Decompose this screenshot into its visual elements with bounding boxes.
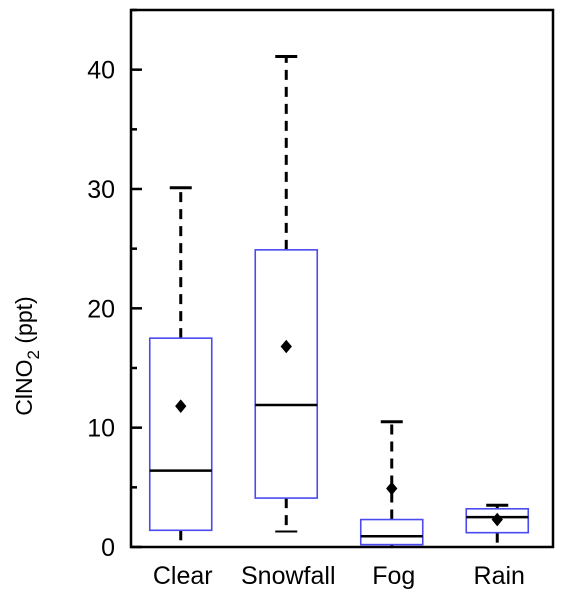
y-tick-label: 40 [87, 57, 115, 85]
y-axis: 0 10 20 30 40 [87, 8, 142, 562]
mean-marker [386, 481, 398, 496]
box-fog [359, 420, 424, 548]
x-category-label: Clear [153, 562, 213, 590]
plot-frame [129, 8, 555, 549]
box-clear [148, 186, 213, 548]
y-tick-label: 30 [87, 176, 115, 204]
box-snowfall [254, 55, 319, 533]
box-iqr [254, 249, 319, 499]
mean-marker [491, 512, 503, 527]
box-iqr [359, 518, 424, 546]
mean-marker [175, 399, 187, 413]
plot-border [129, 8, 555, 549]
y-tick-label: 20 [87, 295, 115, 323]
x-category-label: Fog [372, 562, 415, 590]
box-rain [465, 503, 530, 548]
y-axis-title: ClNO2 (ppt) [11, 296, 43, 415]
x-axis: Clear Snowfall Fog Rain [153, 562, 525, 590]
box-series [148, 55, 530, 548]
x-category-label: Snowfall [241, 562, 336, 590]
y-axis-title-main: ClNO [11, 359, 37, 415]
box-iqr [148, 337, 213, 532]
y-tick-label: 0 [101, 534, 115, 562]
y-tick-label: 10 [87, 415, 115, 443]
y-axis-title-subscript: 2 [24, 350, 43, 359]
y-axis-title-unit: (ppt) [11, 296, 37, 350]
mean-marker [280, 339, 292, 354]
x-category-label: Rain [474, 562, 525, 590]
